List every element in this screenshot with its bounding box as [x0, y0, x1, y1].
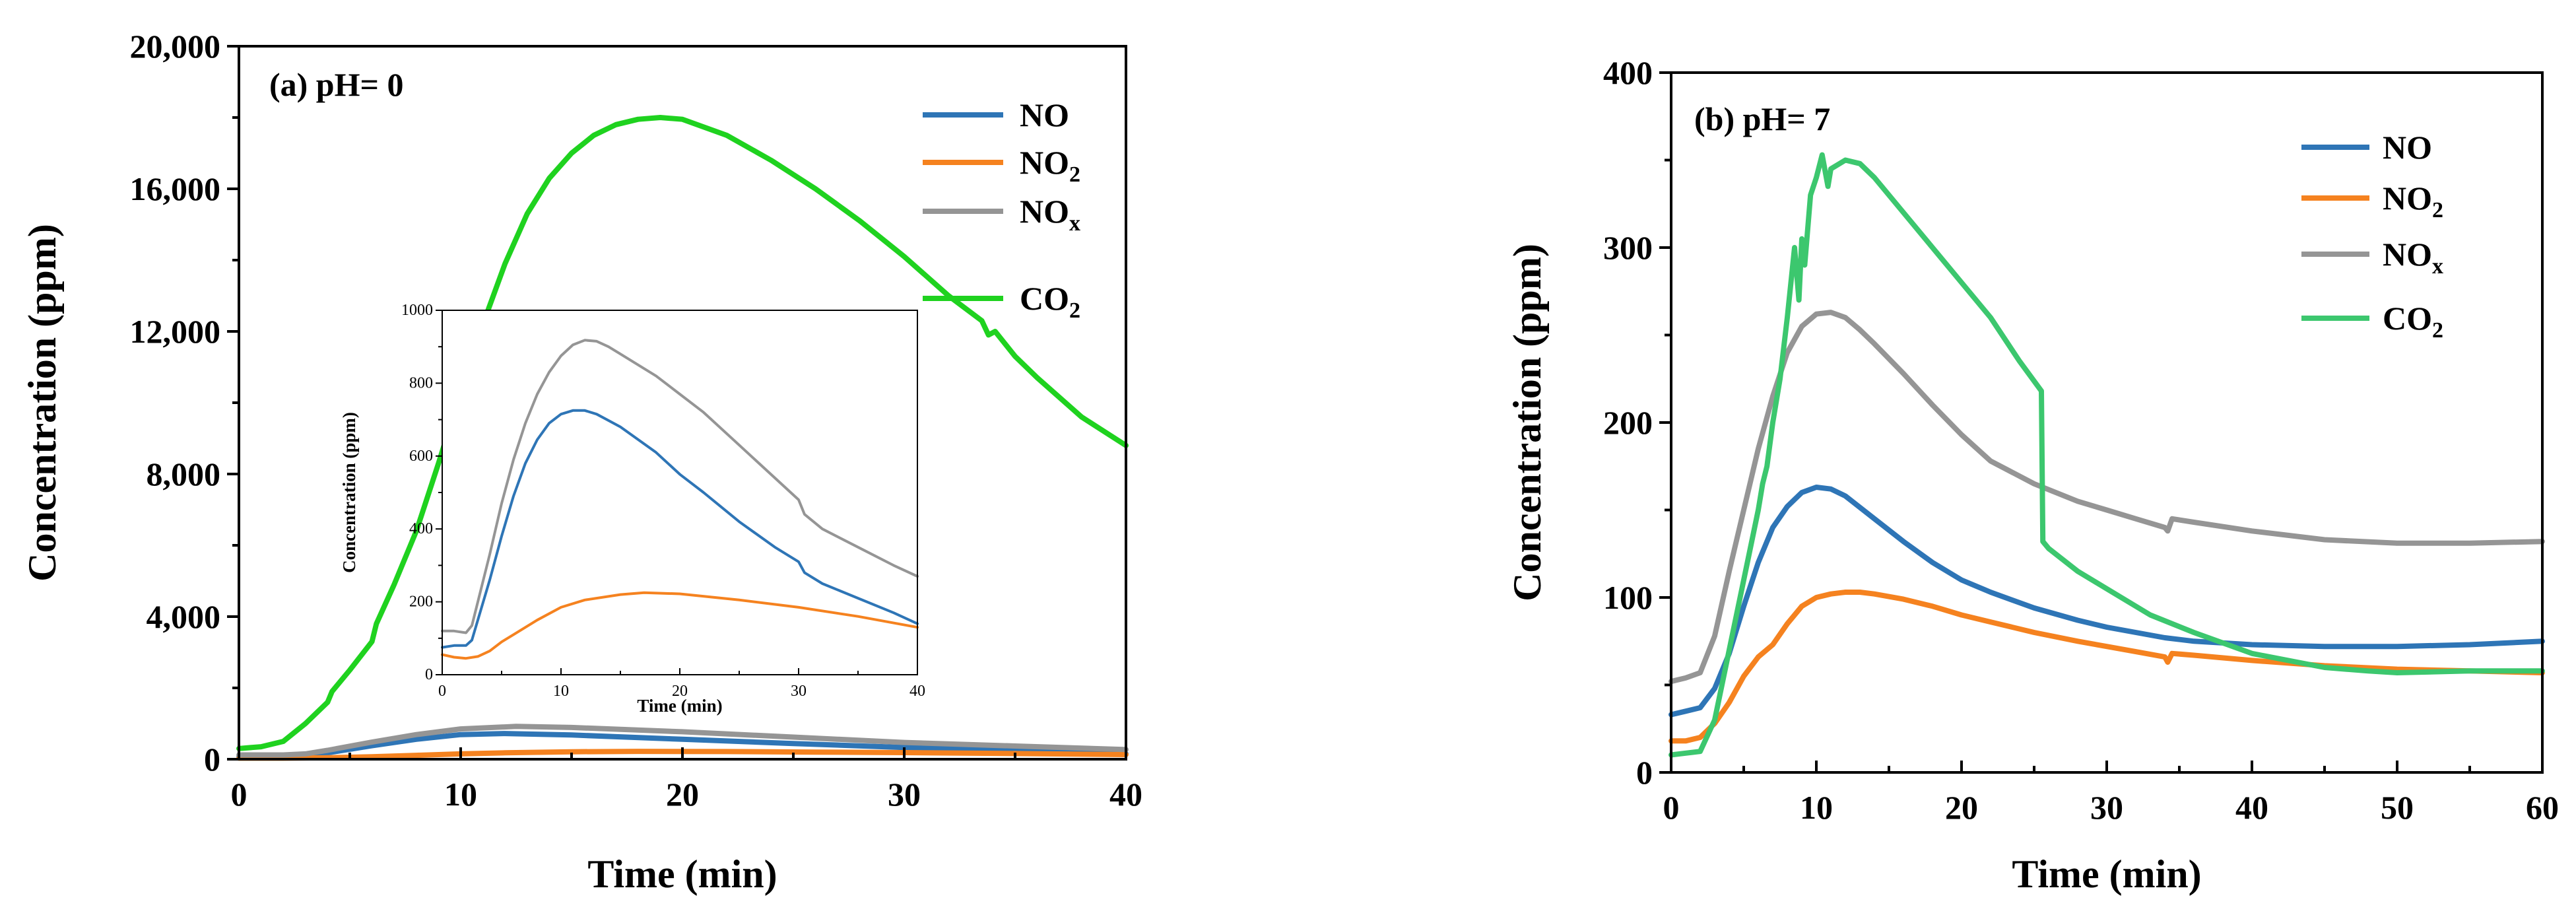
panel-b-legend-entry-no: NO	[2301, 129, 2432, 166]
panel-b-y-tick-label: 200	[1603, 404, 1653, 441]
panel-b-legend: NO NO2 NOx CO2	[2301, 129, 2443, 343]
panel-a-series-line-co2	[236, 115, 1129, 751]
panel-b-series-line-no	[1668, 485, 2545, 718]
panel-b-series-line-no2	[1668, 590, 2545, 744]
panel-a-y-tick-label: 20,000	[130, 28, 221, 65]
panel-b-legend-label-nox: NOx	[2383, 236, 2443, 279]
panel-b-x-tick-label: 50	[2381, 789, 2414, 826]
panel-a-legend: NO NO2 NOx CO2	[923, 96, 1080, 323]
panel-a-inset-x-tick-label: 20	[672, 683, 688, 700]
panel-a-legend-label-nox: NOx	[1020, 193, 1080, 236]
panel-a-x-tick-label: 10	[444, 776, 477, 813]
panel-a-legend-entry-nox: NOx	[923, 193, 1080, 236]
panel-b-legend-entry-no2: NO2	[2301, 180, 2443, 222]
panel-a-inset-y-tick-label: 200	[409, 594, 433, 611]
panel-a-legend-label-no: NO	[1020, 96, 1069, 133]
panel-b-x-tick-label: 0	[1663, 789, 1680, 826]
panel-b-y-tick-label: 0	[1636, 754, 1653, 791]
panel-b-x-tick-label: 10	[1800, 789, 1833, 826]
panel-b-x-tick-label: 60	[2526, 789, 2559, 826]
panel-b-series-line-co2	[1668, 152, 2545, 758]
panel-a-legend-entry-no: NO	[923, 96, 1069, 133]
panel-a-legend-entry-co2: CO2	[923, 280, 1080, 323]
panel-a-inset-series-line-no2	[441, 591, 919, 660]
panel-b-x-tick-label: 20	[1945, 789, 1978, 826]
panel-a-inset-x-tick-label: 0	[438, 683, 446, 700]
panel-b-legend-label-no2: NO2	[2383, 180, 2443, 222]
panel-b-legend-label-no: NO	[2383, 129, 2432, 166]
panel-a-legend-label-co2: CO2	[1020, 280, 1080, 323]
panel-a-inset-series-lines	[441, 339, 919, 660]
panel-a-inset-y-tick-label: 600	[409, 448, 433, 465]
panel-a-y-tick-label: 0	[204, 741, 220, 778]
panel-a-inset-y-tick-label: 0	[425, 666, 433, 683]
panel-a-x-tick-label: 30	[888, 776, 921, 813]
panel-a-y-axis-title: Concentration (ppm)	[20, 224, 64, 582]
panel-a-y-tick-label: 12,000	[130, 313, 221, 350]
panel-b-y-axis-title: Concentration (ppm)	[1505, 244, 1549, 601]
panel-a-x-tick-label: 20	[666, 776, 699, 813]
panel-a-inset-x-tick-label: 10	[553, 683, 569, 700]
panel-a-y-tick-label: 16,000	[130, 170, 221, 207]
panel-a-inset-series-line-no	[441, 409, 919, 649]
panel-b-legend-entry-nox: NOx	[2301, 236, 2443, 279]
panel-a-inset-y-tick-label: 1000	[401, 302, 433, 319]
panel-b-legend-label-co2: CO2	[2383, 300, 2443, 343]
panel-b-series-lines	[1668, 152, 2545, 758]
panel-b-x-axis-title: Time (min)	[2012, 852, 2201, 896]
panel-b-y-tick-label: 300	[1603, 229, 1653, 266]
panel-b-x-tick-label: 40	[2235, 789, 2268, 826]
panel-a-legend-label-no2: NO2	[1020, 144, 1080, 187]
panel-b-y-tick-label: 100	[1603, 579, 1653, 616]
panel-a-series-line-no2	[236, 749, 1129, 761]
panel-a-inset-y-tick-label: 400	[409, 520, 433, 537]
panel-b-x-tick-label: 30	[2090, 789, 2123, 826]
panel-a-title: (a) pH= 0	[269, 66, 404, 103]
panel-a-y-tick-label: 8,000	[147, 456, 221, 492]
panel-a-inset-x-tick-label: 30	[791, 683, 807, 700]
panel-a-inset-y-axis-title: Concentration (ppm)	[339, 412, 359, 573]
panel-a-y-tick-label: 4,000	[147, 598, 221, 635]
panel-a-x-tick-label: 40	[1109, 776, 1142, 813]
chart-panel-b: 0 10 20 30 40 50 60 0 100 200 300 400 (b) pH= 7 Tim…	[1505, 54, 2559, 896]
panel-a-series-lines	[236, 115, 1129, 761]
panel-a-inset-x-axis-title: Time (min)	[637, 696, 722, 716]
panel-a-inset-x-tick-label: 40	[909, 683, 925, 700]
panel-b-title: (b) pH= 7	[1694, 100, 1830, 137]
panel-b-ticks: 0 10 20 30 40 50 60 0 100 200 300 400	[1603, 54, 2559, 826]
panel-b-series-line-nox	[1668, 310, 2545, 685]
panel-a-series-line-nox	[236, 724, 1129, 758]
panel-b-y-tick-label: 400	[1603, 54, 1653, 91]
panel-a-legend-entry-no2: NO2	[923, 144, 1080, 187]
panel-a-inset-series-line-nox	[441, 339, 919, 634]
panel-a-x-axis-title: Time (min)	[587, 852, 777, 896]
panel-b-legend-entry-co2: CO2	[2301, 300, 2443, 343]
panel-a-inset-y-tick-label: 800	[409, 374, 433, 391]
panel-a-x-tick-label: 0	[231, 776, 248, 813]
